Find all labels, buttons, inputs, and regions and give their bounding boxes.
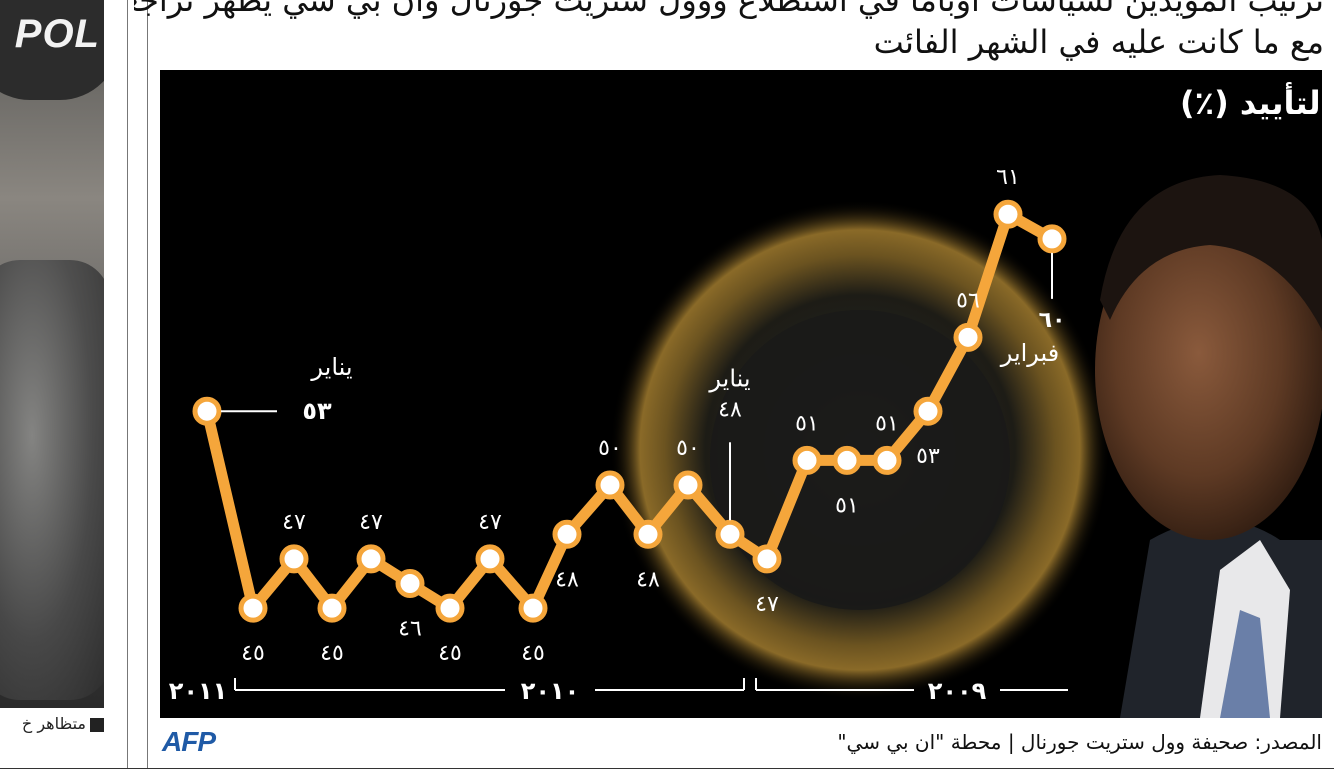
portrait-hair-illustration [1100, 175, 1322, 330]
data-point-marker [673, 470, 703, 500]
data-value-label: ٤٥ [521, 641, 545, 666]
data-point-marker [792, 445, 822, 475]
data-point-marker [192, 396, 222, 426]
data-point-marker [435, 593, 465, 623]
data-point-marker [832, 445, 862, 475]
data-point-marker [595, 470, 625, 500]
data-value-label: ٤٥ [320, 641, 344, 666]
data-value-label: ٤٧ [282, 510, 306, 535]
data-point-marker [475, 544, 505, 574]
page-rule [0, 768, 1334, 769]
data-point-marker [715, 519, 745, 549]
data-value-label: ٥٠ [676, 436, 700, 461]
year-label: ٢٠١٠ [521, 677, 580, 705]
police-helmet-text: POL [14, 12, 100, 56]
portrait-face-illustration [1095, 200, 1322, 540]
data-value-label: ٥٠ [598, 436, 622, 461]
data-value-label: ٤٨ [555, 567, 579, 592]
data-point-marker [913, 396, 943, 426]
data-value-label: ٥١ [875, 411, 899, 436]
data-point-marker [518, 593, 548, 623]
annotation-value-label: ٥٣ [302, 397, 332, 425]
helmet-shape [0, 0, 104, 100]
data-point-marker [238, 593, 268, 623]
photo-caption: متظاهر خ [0, 714, 104, 758]
riot-shield-shape [0, 260, 104, 700]
data-point-marker [395, 569, 425, 599]
annotation-month-label: يناير [310, 353, 352, 381]
data-point-marker [953, 322, 983, 352]
data-value-label: ٤٧ [755, 592, 779, 617]
protester-photo: POL [0, 0, 104, 708]
source-credit: المصدر: صحيفة وول ستريت جورنال | محطة "ا… [837, 730, 1322, 754]
approval-chart: نسبة التأييد (٪) ٤٥ ٤٧ ٤٥ ٤٧ ٤٦ ٤٥ ٤٧ ٤٥ ٤٨ ٥٠ ٤٨ ٥… [169, 82, 1322, 718]
story-heading-line-2: مع ما كانت عليه في الشهر الفائت [873, 23, 1324, 61]
approval-series-line [201, 208, 1058, 614]
annotation-month-label: يناير [708, 364, 750, 392]
data-value-label: ٤٨ [636, 567, 660, 592]
data-point-marker [633, 519, 663, 549]
source-footer: AFP المصدر: صحيفة وول ستريت جورنال | محط… [156, 722, 1322, 762]
data-value-label: ٥١ [835, 493, 859, 518]
data-point-marker [552, 519, 582, 549]
data-value-label: ٤٧ [359, 510, 383, 535]
data-value-label: ٤٥ [438, 641, 462, 666]
data-value-label: ٥١ [795, 411, 819, 436]
year-label: ٢٠١١ [169, 677, 228, 705]
data-point-marker [993, 199, 1023, 229]
annotation-month-label: فبراير [1000, 339, 1060, 367]
data-point-marker [279, 544, 309, 574]
tie-illustration [1220, 610, 1270, 718]
data-value-label: ٤٦ [398, 617, 422, 642]
caption-square-icon [90, 717, 104, 732]
data-value-label: ٥٣ [916, 444, 940, 469]
year-axis: ٢٠١١ ٢٠١٠ ٢٠٠٩ [169, 677, 1068, 705]
annotation-value-label: ٤٨ [718, 397, 742, 422]
approval-line-path [201, 208, 1058, 614]
data-value-label: ٤٥ [241, 641, 265, 666]
data-point-marker [872, 445, 902, 475]
column-divider [127, 0, 128, 768]
data-point-marker [1037, 224, 1067, 254]
data-point-marker [317, 593, 347, 623]
data-point-marker [752, 544, 782, 574]
data-value-label: ٥٦ [956, 288, 980, 313]
data-value-label: ٤٧ [478, 510, 502, 535]
chart-title: نسبة التأييد (٪) [1180, 82, 1322, 122]
data-point-marker [356, 544, 386, 574]
approval-value-labels: ٤٥ ٤٧ ٤٥ ٤٧ ٤٦ ٤٥ ٤٧ ٤٥ ٤٨ ٥٠ ٤٨ ٥٠ ٤٧ ٥١ ٥١ ٥١ ٥٣ ٥٦ ٦١ [241, 165, 1020, 666]
afp-logo: AFP [162, 726, 216, 757]
approval-chart-panel: نسبة التأييد (٪) ٤٥ ٤٧ ٤٥ ٤٧ ٤٦ ٤٥ ٤٧ ٤٥ ٤٨ ٥٠ ٤٨ ٥… [160, 70, 1322, 718]
month-annotations: يناير ٥٣ يناير ٤٨ ٦٠ فبراير [221, 252, 1066, 521]
approval-series-markers [192, 199, 1067, 623]
data-value-label: ٦١ [996, 165, 1020, 190]
story-heading-line-1: ترتيب المؤيدين لسياسات أوباما في استطلاع… [134, 0, 1324, 19]
annotation-value-label: ٦٠ [1039, 308, 1066, 333]
photo-caption-text: متظاهر خ [21, 714, 86, 733]
year-label: ٢٠٠٩ [928, 677, 987, 705]
column-divider [147, 0, 148, 768]
